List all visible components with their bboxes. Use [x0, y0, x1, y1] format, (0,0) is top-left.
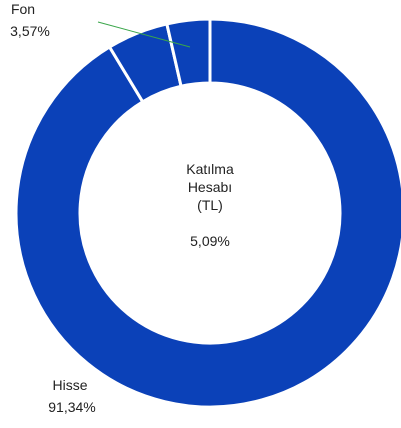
leader-line: [97, 21, 191, 48]
slice-label: Fon: [10, 1, 36, 17]
slice: [14, 17, 401, 409]
slice-label: Hisse: [52, 377, 88, 393]
slice: [165, 17, 212, 89]
value-label: 5,09%: [190, 233, 230, 249]
value-label: 91,34%: [48, 399, 96, 415]
slice-label: Katılma Hesabı (TL): [186, 161, 234, 213]
value-label: 3,57%: [10, 23, 50, 39]
slices: [14, 17, 401, 409]
